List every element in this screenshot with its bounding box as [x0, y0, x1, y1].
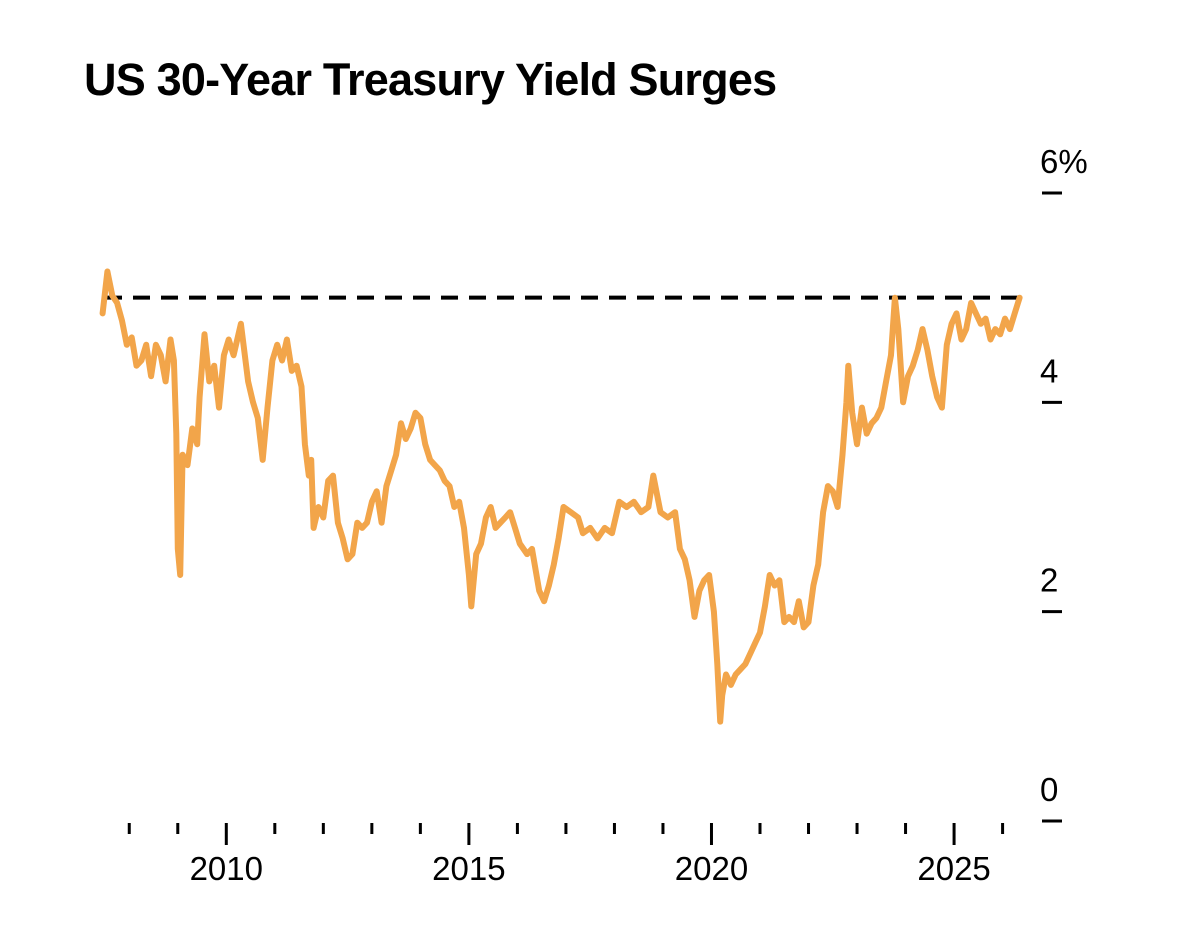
x-tick-label: 2020 [675, 850, 748, 887]
x-tick-label: 2015 [432, 850, 505, 887]
x-tick-label: 2010 [190, 850, 263, 887]
yield-series-line [99, 268, 1023, 725]
y-tick-label: 2 [1040, 562, 1058, 599]
y-tick-label: 6% [1040, 143, 1088, 180]
x-tick-label: 2025 [917, 850, 990, 887]
series-layer [99, 268, 1023, 725]
chart-title: US 30-Year Treasury Yield Surges [84, 54, 777, 105]
y-tick-label: 4 [1040, 352, 1058, 389]
y-tick-label: 0 [1040, 771, 1058, 808]
x-axis: 2010 2015 2020 2025 [127, 823, 1005, 887]
y-axis: 6% 4 2 0 [1040, 143, 1088, 823]
